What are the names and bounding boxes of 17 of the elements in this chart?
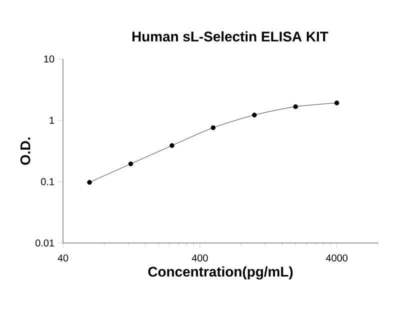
x-tick-label: 4000 [326, 254, 348, 262]
point [210, 125, 216, 130]
point [293, 104, 298, 110]
x-tick-label: 40 [58, 254, 68, 262]
y-tick-label: 0.01 [36, 239, 54, 247]
point [87, 180, 92, 185]
point [334, 100, 340, 106]
y-tick-label: 10 [44, 55, 54, 63]
x-axis-title: Concentration(pg/mL) [148, 266, 293, 280]
y-tick-label: 1 [50, 116, 54, 124]
point [128, 161, 134, 166]
x-tick-label: 400 [192, 254, 208, 262]
chart-title: Human sL-Selectin ELISA KIT [132, 31, 328, 42]
point [170, 143, 174, 148]
y-tick-label: 0.1 [41, 178, 54, 186]
point [252, 112, 257, 118]
y-axis-title: O.D. [20, 138, 30, 165]
